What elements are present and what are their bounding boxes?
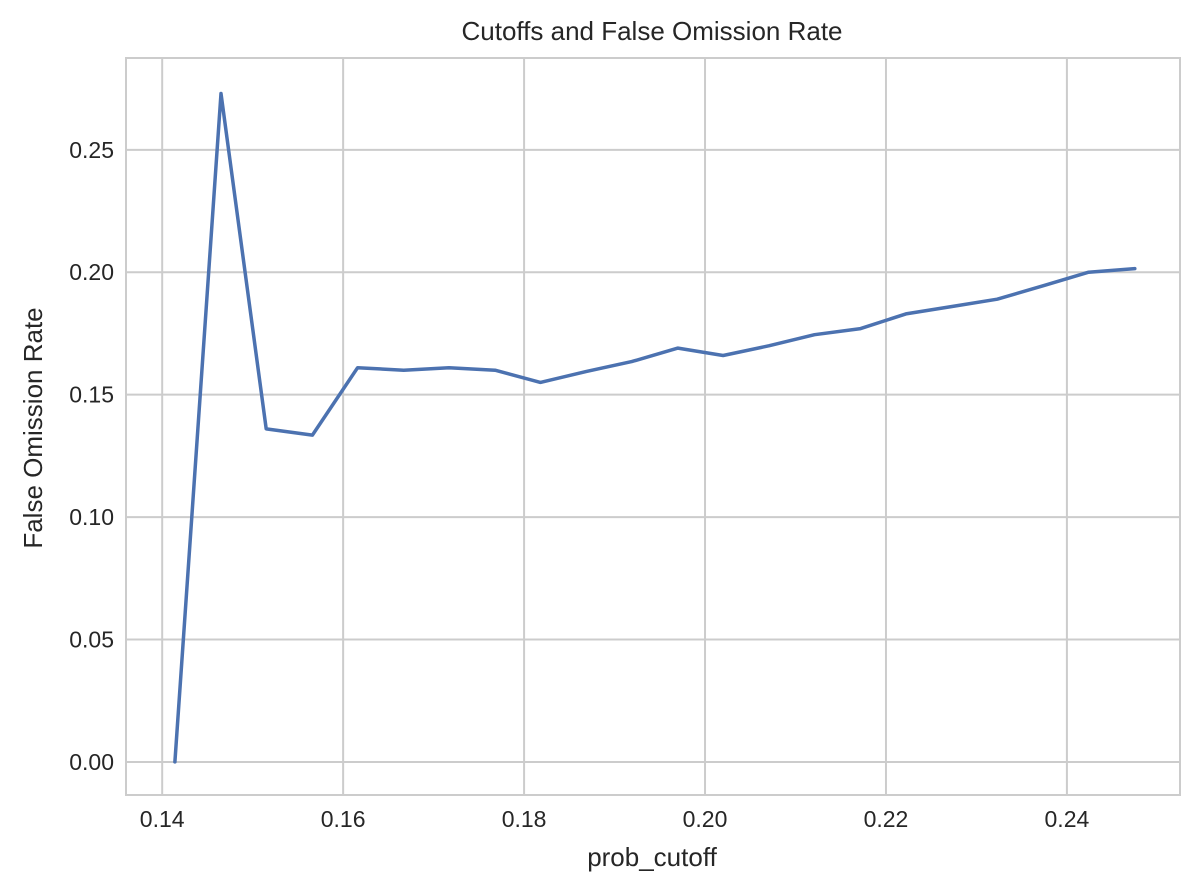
grid-lines [126,58,1180,795]
y-axis-label: False Omission Rate [18,307,48,548]
x-tick-label: 0.16 [321,806,366,832]
series-layer [173,91,1137,764]
y-tick-label: 0.20 [69,259,114,285]
y-tick-label: 0.15 [69,382,114,408]
y-tick-label: 0.05 [69,627,114,653]
x-tick-label: 0.22 [864,806,909,832]
x-tick-label: 0.14 [140,806,185,832]
tick-labels: 0.14 0.16 0.18 0.20 0.22 0.24 0.00 0.05 0.10 0.15… [69,137,1089,832]
plot-frame [125,57,1181,796]
x-tick-label: 0.20 [683,806,728,832]
x-axis-label: prob_cutoff [587,842,717,872]
y-tick-label: 0.00 [69,749,114,775]
y-tick-label: 0.25 [69,137,114,163]
x-tick-label: 0.24 [1045,806,1090,832]
chart-title: Cutoffs and False Omission Rate [461,16,842,46]
series-line [173,91,1137,764]
x-tick-label: 0.18 [502,806,547,832]
y-tick-label: 0.10 [69,504,114,530]
